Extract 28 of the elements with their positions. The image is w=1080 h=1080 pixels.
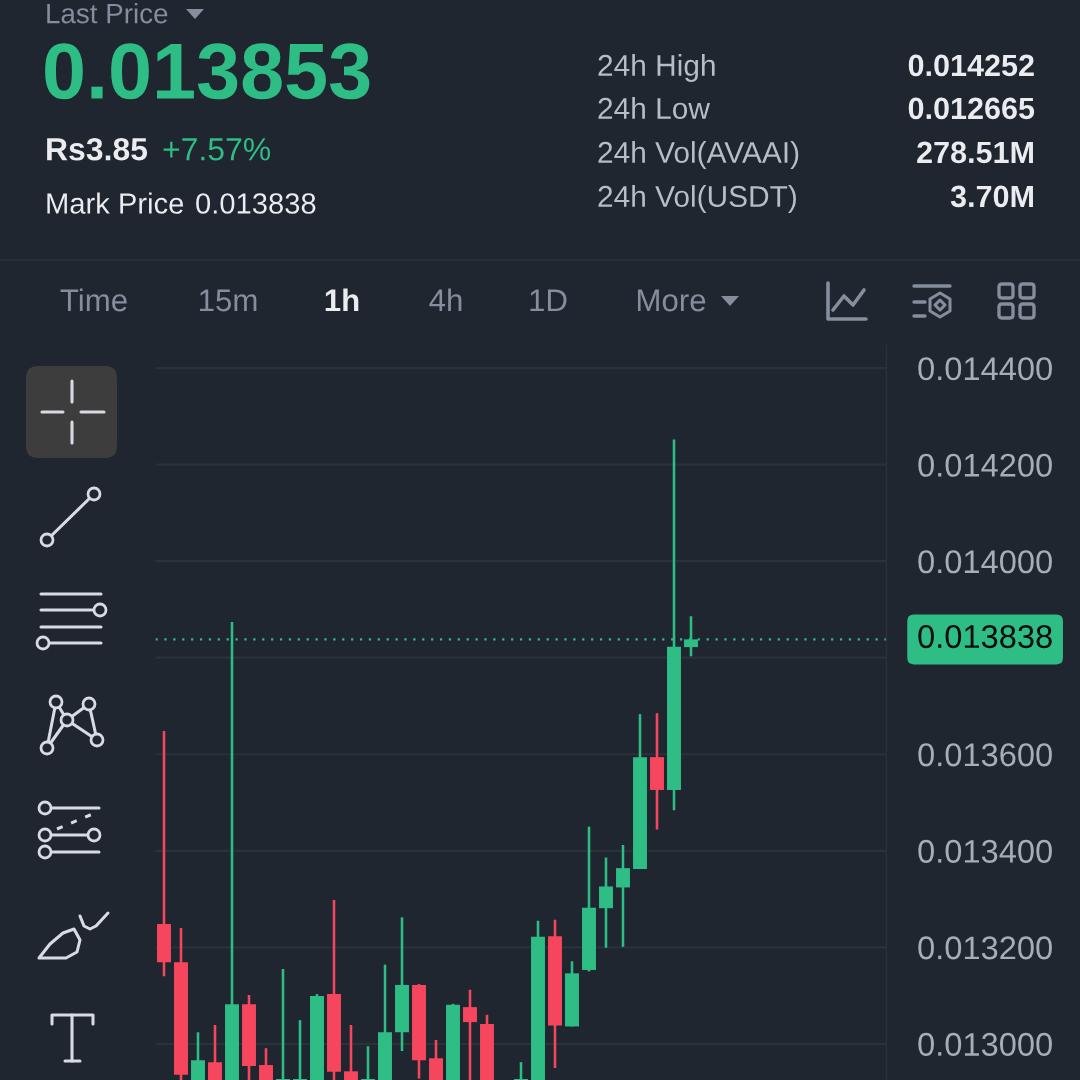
text: 1h: [325, 288, 359, 312]
y-tick-label: 0.014200: [918, 453, 1052, 477]
text: 0.012665: [908, 97, 1035, 120]
text: 24h Vol(AVAAI): [598, 141, 799, 169]
text: 0.013838: [196, 193, 316, 214]
y-tick-label: 0.014400: [918, 357, 1052, 381]
text: 278.51M: [917, 141, 1033, 164]
text: Last Price: [47, 3, 168, 24]
text: Mark Price: [47, 192, 184, 214]
text: 0.013853: [45, 43, 370, 100]
text: 4h: [429, 288, 462, 312]
y-tick-label: 0.013400: [918, 839, 1052, 863]
text: 3.70M: [950, 185, 1033, 208]
text: +7.57%: [163, 138, 271, 161]
text: Rs3.85: [47, 137, 148, 161]
text: 24h High: [598, 54, 715, 82]
text: 0.014252: [908, 54, 1034, 77]
y-tick-label: 0.013000: [918, 1032, 1052, 1056]
y-tick-label: 0.013600: [918, 743, 1052, 767]
text: 24h Vol(USDT): [598, 185, 796, 213]
y-tick-label: 0.014000: [918, 550, 1052, 574]
ref-line-label: 0.013838: [918, 625, 1052, 649]
text: Time: [60, 288, 127, 312]
text: More: [637, 289, 706, 312]
y-tick-label: 0.013200: [918, 936, 1052, 960]
text: 1D: [530, 289, 567, 312]
text: 24h Low: [598, 97, 710, 120]
text: 15m: [199, 289, 257, 312]
